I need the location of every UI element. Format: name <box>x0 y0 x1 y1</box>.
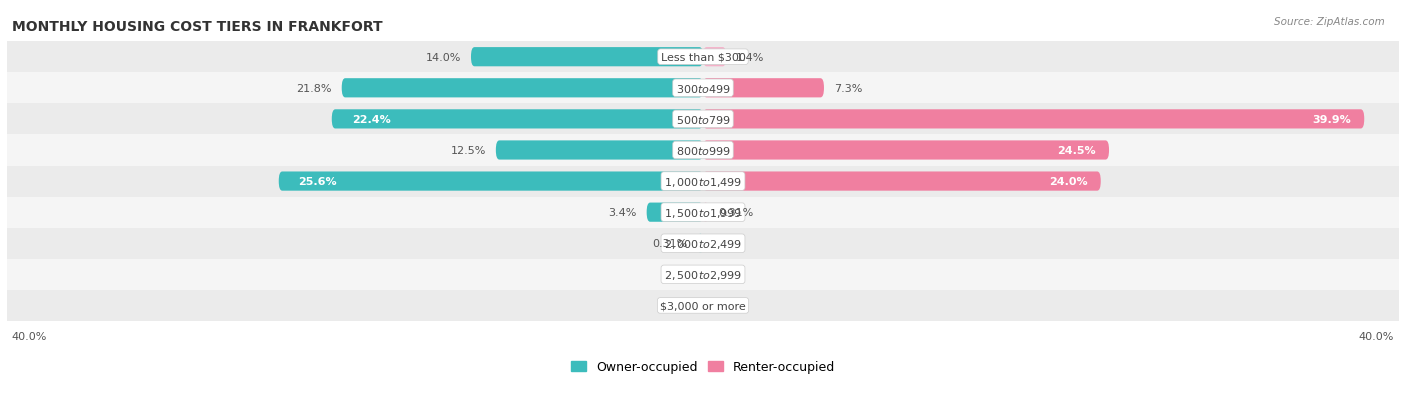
Text: 24.5%: 24.5% <box>1057 146 1095 156</box>
FancyBboxPatch shape <box>703 141 1109 160</box>
Legend: Owner-occupied, Renter-occupied: Owner-occupied, Renter-occupied <box>567 355 839 378</box>
Text: 39.9%: 39.9% <box>1312 115 1351 125</box>
FancyBboxPatch shape <box>697 234 703 253</box>
Text: 40.0%: 40.0% <box>1358 331 1395 341</box>
FancyBboxPatch shape <box>7 290 1399 321</box>
Text: $800 to $999: $800 to $999 <box>675 145 731 157</box>
Text: Source: ZipAtlas.com: Source: ZipAtlas.com <box>1274 17 1385 26</box>
Text: $1,500 to $1,999: $1,500 to $1,999 <box>664 206 742 219</box>
FancyBboxPatch shape <box>278 172 703 191</box>
Text: 0.31%: 0.31% <box>652 239 688 249</box>
Text: Less than $300: Less than $300 <box>661 52 745 62</box>
FancyBboxPatch shape <box>7 42 1399 73</box>
Text: $3,000 or more: $3,000 or more <box>661 301 745 311</box>
FancyBboxPatch shape <box>647 203 703 222</box>
FancyBboxPatch shape <box>7 73 1399 104</box>
FancyBboxPatch shape <box>703 48 727 67</box>
FancyBboxPatch shape <box>7 166 1399 197</box>
Text: MONTHLY HOUSING COST TIERS IN FRANKFORT: MONTHLY HOUSING COST TIERS IN FRANKFORT <box>11 20 382 34</box>
Text: 40.0%: 40.0% <box>11 331 48 341</box>
Text: 12.5%: 12.5% <box>450 146 486 156</box>
FancyBboxPatch shape <box>703 203 709 222</box>
FancyBboxPatch shape <box>7 197 1399 228</box>
FancyBboxPatch shape <box>496 141 703 160</box>
Text: $2,500 to $2,999: $2,500 to $2,999 <box>664 268 742 281</box>
Text: 3.4%: 3.4% <box>609 208 637 218</box>
FancyBboxPatch shape <box>471 48 703 67</box>
Text: 14.0%: 14.0% <box>426 52 461 62</box>
Text: 0.31%: 0.31% <box>718 208 754 218</box>
FancyBboxPatch shape <box>703 110 1364 129</box>
Text: 21.8%: 21.8% <box>297 83 332 94</box>
Text: 22.4%: 22.4% <box>352 115 391 125</box>
Text: $500 to $799: $500 to $799 <box>675 114 731 126</box>
FancyBboxPatch shape <box>7 259 1399 290</box>
FancyBboxPatch shape <box>703 79 824 98</box>
Text: $300 to $499: $300 to $499 <box>675 83 731 95</box>
Text: 25.6%: 25.6% <box>298 177 337 187</box>
FancyBboxPatch shape <box>7 228 1399 259</box>
FancyBboxPatch shape <box>332 110 703 129</box>
Text: $1,000 to $1,499: $1,000 to $1,499 <box>664 175 742 188</box>
FancyBboxPatch shape <box>7 104 1399 135</box>
FancyBboxPatch shape <box>7 135 1399 166</box>
FancyBboxPatch shape <box>342 79 703 98</box>
Text: 1.4%: 1.4% <box>737 52 765 62</box>
FancyBboxPatch shape <box>703 172 1101 191</box>
Text: 7.3%: 7.3% <box>834 83 862 94</box>
Text: $2,000 to $2,499: $2,000 to $2,499 <box>664 237 742 250</box>
Text: 24.0%: 24.0% <box>1049 177 1087 187</box>
